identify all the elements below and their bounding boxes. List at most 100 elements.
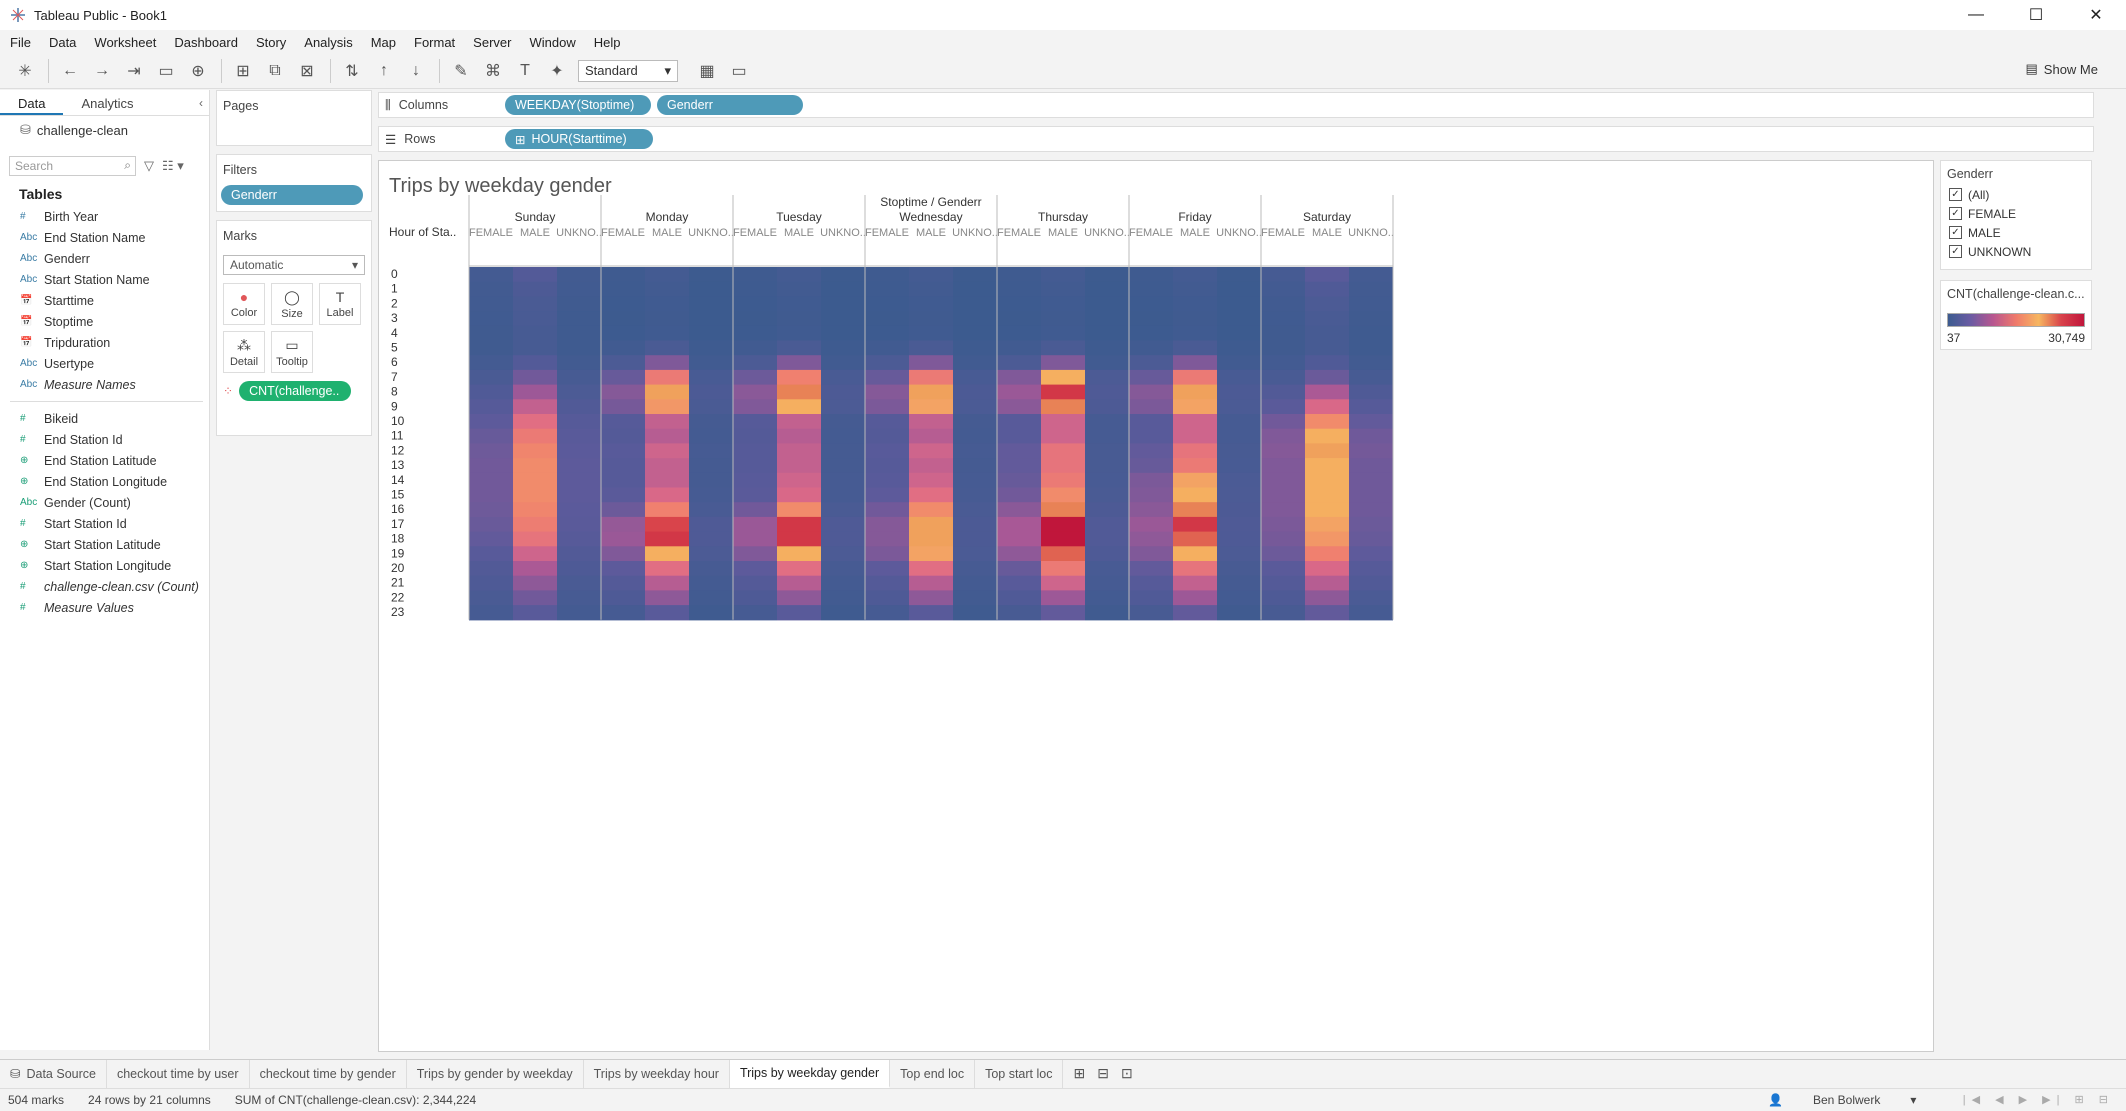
clear-sheet-icon[interactable]: ⊠ bbox=[300, 62, 314, 80]
dimension-field[interactable]: Abc Genderr bbox=[0, 248, 209, 269]
dimension-field[interactable]: Abc Usertype bbox=[0, 353, 209, 374]
color-button[interactable]: ● Color bbox=[223, 283, 265, 325]
heatmap-cell bbox=[1305, 399, 1349, 415]
new-dashboard-icon[interactable]: ⊟ bbox=[1097, 1065, 1109, 1081]
tableau-home-icon[interactable]: ✳ bbox=[18, 62, 32, 80]
close-button[interactable]: ✕ bbox=[2089, 7, 2103, 24]
dimension-field[interactable]: 📅 Tripduration bbox=[0, 332, 209, 353]
menu-data[interactable]: Data bbox=[48, 34, 77, 50]
mark-type-select[interactable]: Automatic ▾ bbox=[223, 255, 365, 275]
heatmap-cell bbox=[733, 546, 777, 562]
dimension-field[interactable]: Abc Start Station Name bbox=[0, 269, 209, 290]
group-icon[interactable]: ⌘ bbox=[485, 62, 501, 80]
undo-icon[interactable]: ← bbox=[62, 61, 78, 79]
user-menu[interactable]: 👤 Ben Bolwerk ▾ bbox=[1760, 1093, 1932, 1107]
menu-format[interactable]: Format bbox=[414, 34, 456, 50]
sort-descending-icon[interactable]: ↓ bbox=[412, 61, 420, 79]
sheet-nav-arrows[interactable]: |◀ ◀ ▶ ▶| ⊞ ⊟ bbox=[1962, 1094, 2114, 1106]
label-button[interactable]: T Label bbox=[319, 283, 361, 325]
labels-icon[interactable]: T bbox=[520, 61, 530, 79]
dimension-field[interactable]: Abc Measure Names bbox=[0, 374, 209, 395]
measure-field[interactable]: ⊕ Start Station Latitude bbox=[0, 534, 209, 555]
measure-field[interactable]: ⊕ End Station Latitude bbox=[0, 450, 209, 471]
dimension-field[interactable]: 📅 Starttime bbox=[0, 290, 209, 311]
columns-pill-weekday[interactable]: WEEKDAY(Stoptime) bbox=[505, 95, 651, 115]
heatmap-cell bbox=[469, 590, 513, 606]
new-datasource-icon[interactable]: ⊕ bbox=[191, 62, 205, 80]
new-worksheet-icon[interactable]: ⊞ bbox=[236, 62, 250, 80]
tab-data-source[interactable]: ⛁ Data Source bbox=[0, 1059, 107, 1088]
minimize-button[interactable]: — bbox=[1968, 6, 1984, 23]
size-button[interactable]: ◯ Size bbox=[271, 283, 313, 325]
menu-dashboard[interactable]: Dashboard bbox=[174, 34, 238, 50]
measure-field[interactable]: # Start Station Id bbox=[0, 513, 209, 534]
menu-map[interactable]: Map bbox=[370, 34, 396, 50]
marks-pill-count[interactable]: CNT(challenge.. bbox=[239, 381, 352, 401]
swap-icon[interactable]: ⇅ bbox=[345, 62, 359, 80]
tab-top-end-loc[interactable]: Top end loc bbox=[890, 1059, 976, 1088]
maximize-button[interactable]: ☐ bbox=[2028, 7, 2044, 24]
data-pane: Data Analytics ‹ ⛁ challenge-clean Searc… bbox=[0, 90, 210, 1050]
gender-header: UNKNO.. bbox=[1084, 227, 1130, 239]
filter-option-all[interactable]: ✓ (All) bbox=[1941, 185, 2091, 204]
pin-icon[interactable]: ✦ bbox=[550, 62, 564, 80]
highlight-icon[interactable]: ✎ bbox=[454, 62, 468, 80]
measure-field[interactable]: # challenge-clean.csv (Count) bbox=[0, 576, 209, 597]
redo-icon[interactable]: → bbox=[94, 61, 110, 79]
menu-server[interactable]: Server bbox=[473, 34, 512, 50]
dimension-field[interactable]: 📅 Stoptime bbox=[0, 311, 209, 332]
filter-fields-icon[interactable]: ▽ bbox=[144, 158, 154, 173]
tab-checkout-time-by-gender[interactable]: checkout time by gender bbox=[250, 1059, 407, 1088]
detail-button[interactable]: ⁂ Detail bbox=[223, 331, 265, 373]
rows-pill-hour[interactable]: ⊞ HOUR(Starttime) bbox=[505, 129, 653, 149]
filter-option-unknown[interactable]: ✓ UNKNOWN bbox=[1941, 242, 2091, 261]
tooltip-button[interactable]: ▭ Tooltip bbox=[271, 331, 313, 373]
columns-pill-genderr[interactable]: Genderr bbox=[657, 95, 803, 115]
filter-option-male[interactable]: ✓ MALE bbox=[1941, 223, 2091, 242]
filter-option-female[interactable]: ✓ FEMALE bbox=[1941, 204, 2091, 223]
measure-field[interactable]: Abc Gender (Count) bbox=[0, 492, 209, 513]
tab-trips-by-weekday-gender[interactable]: Trips by weekday gender bbox=[729, 1059, 891, 1088]
presentation-mode-icon[interactable]: ▭ bbox=[731, 62, 747, 80]
sort-ascending-icon[interactable]: ↑ bbox=[380, 61, 388, 79]
heatmap-cell bbox=[1349, 281, 1393, 297]
color-ramp[interactable] bbox=[1947, 313, 2085, 327]
measure-field[interactable]: # Measure Values bbox=[0, 597, 209, 618]
tab-top-start-loc[interactable]: Top start loc bbox=[975, 1059, 1064, 1088]
tab-analytics[interactable]: Analytics bbox=[81, 96, 134, 111]
menu-worksheet[interactable]: Worksheet bbox=[94, 34, 157, 50]
search-input[interactable]: Search ⌕ bbox=[9, 156, 136, 176]
collapse-pane-icon[interactable]: ‹ bbox=[199, 96, 203, 110]
tab-data[interactable]: Data bbox=[0, 90, 64, 115]
menu-analysis[interactable]: Analysis bbox=[304, 34, 353, 50]
measure-field[interactable]: ⊕ End Station Longitude bbox=[0, 471, 209, 492]
pages-card[interactable]: Pages bbox=[216, 90, 372, 146]
dimension-field[interactable]: # Birth Year bbox=[0, 206, 209, 227]
new-worksheet-icon[interactable]: ⊞ bbox=[1073, 1065, 1086, 1081]
search-icon: ⌕ bbox=[124, 158, 131, 172]
new-story-icon[interactable]: ⊡ bbox=[1120, 1065, 1133, 1081]
tab-checkout-time-by-user[interactable]: checkout time by user bbox=[107, 1059, 250, 1088]
measure-field[interactable]: ⊕ Start Station Longitude bbox=[0, 555, 209, 576]
dimension-field[interactable]: Abc End Station Name bbox=[0, 227, 209, 248]
show-cards-icon[interactable]: ▦ bbox=[699, 62, 715, 80]
filter-pill-genderr[interactable]: Genderr bbox=[221, 185, 363, 205]
tab-trips-by-weekday-hour[interactable]: Trips by weekday hour bbox=[584, 1059, 730, 1088]
menu-help[interactable]: Help bbox=[593, 34, 621, 50]
tab-trips-by-gender-by-weekday[interactable]: Trips by gender by weekday bbox=[407, 1059, 584, 1088]
menu-window[interactable]: Window bbox=[529, 34, 576, 50]
duplicate-sheet-icon[interactable]: ⧉ bbox=[269, 61, 281, 79]
measure-field[interactable]: # End Station Id bbox=[0, 429, 209, 450]
datasource-item[interactable]: ⛁ challenge-clean bbox=[0, 116, 209, 144]
genderr-filter-title: Genderr bbox=[1947, 167, 1993, 181]
replay-icon[interactable]: ⇥ bbox=[127, 62, 141, 80]
fit-select[interactable]: Standard ▾ bbox=[578, 59, 678, 82]
measure-field[interactable]: # Bikeid bbox=[0, 408, 209, 429]
show-me-button[interactable]: ▤ Show Me bbox=[2026, 61, 2099, 77]
view-options-icon[interactable]: ☷ ▾ bbox=[162, 158, 184, 173]
menu-file[interactable]: File bbox=[10, 34, 31, 50]
hour-label: 6 bbox=[391, 355, 398, 369]
heatmap-cell bbox=[733, 561, 777, 577]
save-icon[interactable]: ▭ bbox=[158, 62, 174, 80]
menu-story[interactable]: Story bbox=[255, 34, 287, 50]
